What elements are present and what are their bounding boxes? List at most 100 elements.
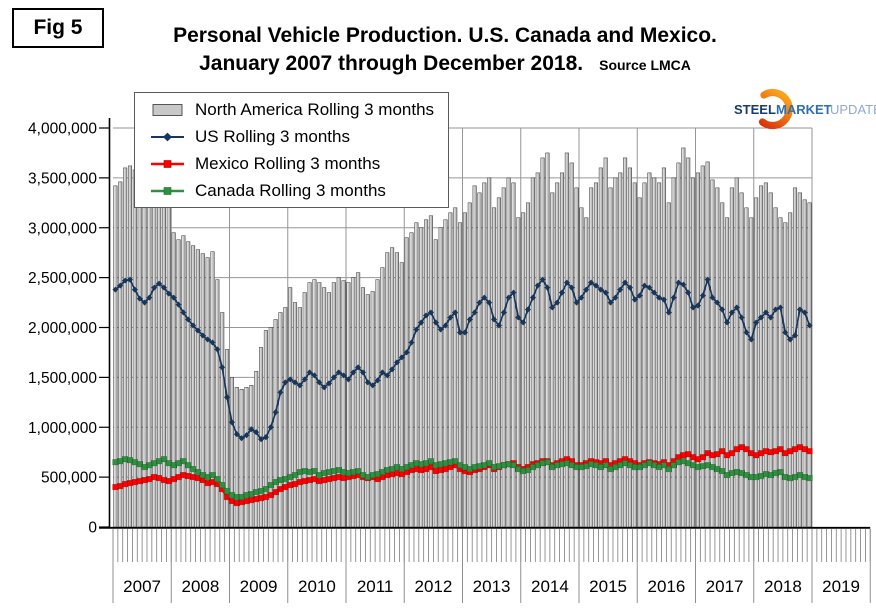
- na-bar: [453, 207, 458, 528]
- na-bar: [113, 185, 118, 528]
- logo-word-market: MARKET: [776, 102, 832, 117]
- x-year-label: 2013: [473, 577, 511, 596]
- x-axis-year-labels: 2007 2008 2009 2010 2011 2012 2013 2014 2015 2016…: [123, 577, 860, 596]
- y-axis-labels: 4,000,000 3,500,000 3,000,000 2,500,000 2,00…: [28, 121, 97, 537]
- na-bar: [487, 177, 492, 528]
- na-bar: [681, 147, 686, 528]
- na-bar: [598, 167, 603, 528]
- na-bar: [433, 239, 438, 528]
- na-bar: [618, 172, 623, 528]
- na-bar: [535, 172, 540, 528]
- na-bar: [516, 217, 521, 528]
- na-bar: [593, 182, 599, 528]
- na-bar: [477, 192, 482, 528]
- na-bar: [307, 282, 312, 528]
- na-bar: [492, 207, 497, 528]
- na-bar: [239, 389, 244, 528]
- x-year-label: 2017: [706, 577, 744, 596]
- na-bar: [613, 177, 618, 528]
- na-bar: [312, 279, 317, 528]
- na-bar: [302, 292, 307, 528]
- na-bar: [700, 165, 705, 528]
- canada-line: [112, 456, 813, 501]
- na-bar: [574, 187, 579, 528]
- na-bar: [647, 172, 652, 528]
- na-bar: [326, 292, 332, 528]
- na-bar: [220, 312, 225, 528]
- na-bar: [715, 187, 720, 528]
- chart-legend: North America Rolling 3 months US Rollin…: [134, 92, 450, 208]
- na-bar: [225, 349, 230, 528]
- na-bar: [244, 387, 249, 528]
- na-bar: [132, 169, 137, 528]
- x-year-label: 2009: [240, 577, 278, 596]
- na-bar: [195, 249, 200, 528]
- chart-title-line2: January 2007 through December 2018. Sourc…: [100, 50, 790, 79]
- logo-orange-swoosh: [758, 88, 793, 130]
- north-america-bar-swatch-icon: [152, 103, 183, 116]
- na-bar: [671, 177, 676, 528]
- na-bar: [691, 177, 696, 528]
- na-bar: [166, 192, 171, 528]
- na-bar: [123, 167, 128, 528]
- na-bar: [293, 302, 298, 528]
- na-bar: [773, 207, 778, 528]
- logo-word-update: UPDATE: [830, 102, 876, 117]
- na-bar: [317, 282, 322, 528]
- na-bar: [550, 192, 555, 528]
- na-bar: [632, 182, 637, 528]
- na-bar: [297, 307, 302, 528]
- na-bar: [171, 232, 176, 528]
- na-bar: [642, 182, 647, 528]
- na-bar: [424, 219, 429, 528]
- axes-and-ticks: [99, 118, 871, 603]
- y-tick-label: 3,500,000: [28, 170, 97, 187]
- na-bar: [254, 371, 259, 528]
- us-line: [112, 276, 813, 443]
- x-year-label: 2008: [181, 577, 219, 596]
- source-label: Source LMCA: [599, 57, 691, 73]
- na-bar: [749, 217, 754, 528]
- y-tick-label: 0: [88, 520, 97, 537]
- na-bar: [176, 239, 181, 528]
- na-bar: [336, 277, 341, 528]
- na-bar: [720, 202, 725, 528]
- na-bar: [482, 182, 487, 528]
- na-bar: [419, 227, 424, 528]
- na-bar: [783, 222, 788, 528]
- na-bar: [778, 217, 783, 528]
- na-bar: [744, 207, 749, 528]
- na-bar: [569, 162, 574, 528]
- na-bar: [278, 312, 283, 528]
- na-bar: [346, 282, 351, 528]
- x-year-label: 2014: [531, 577, 569, 596]
- na-bar: [579, 207, 584, 528]
- x-year-label: 2016: [647, 577, 685, 596]
- x-year-label: 2011: [357, 577, 394, 596]
- na-bar: [564, 152, 569, 528]
- x-year-label: 2010: [298, 577, 336, 596]
- na-bar: [637, 197, 642, 528]
- na-bar: [186, 241, 191, 528]
- na-bar: [521, 212, 526, 528]
- na-bar: [666, 202, 671, 528]
- na-bar: [249, 385, 254, 528]
- figure-number-box: Fig 5: [12, 8, 104, 48]
- na-bar: [404, 237, 409, 528]
- na-bar: [322, 287, 327, 528]
- x-year-label: 2015: [589, 577, 627, 596]
- na-bar: [686, 157, 691, 528]
- na-bar: [351, 277, 356, 528]
- na-bar: [739, 192, 744, 528]
- na-bar: [458, 222, 463, 528]
- us-line-swatch-icon: [151, 132, 184, 141]
- na-bar: [127, 165, 133, 528]
- y-tick-label: 2,000,000: [28, 320, 97, 337]
- na-bar: [370, 291, 375, 528]
- na-bar: [390, 247, 395, 528]
- na-bar: [540, 157, 545, 528]
- na-bar: [428, 215, 433, 528]
- na-bar: [205, 257, 210, 528]
